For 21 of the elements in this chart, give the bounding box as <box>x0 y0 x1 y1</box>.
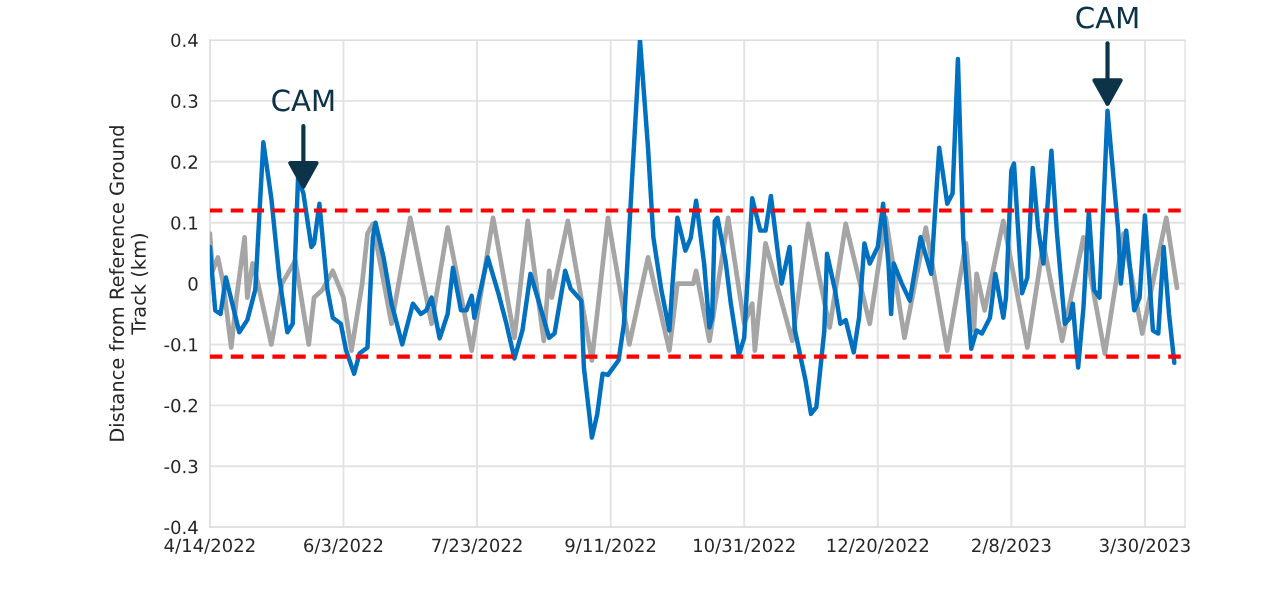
line-series <box>209 40 1177 440</box>
x-tick-label: 2/8/2023 <box>972 538 1051 554</box>
y-tick-label: 0.4 <box>171 33 198 48</box>
x-tick-label: 10/31/2022 <box>694 538 795 554</box>
x-tick-label: 12/20/2022 <box>827 538 928 554</box>
x-tick-label: 6/3/2022 <box>304 538 383 554</box>
y-tick-label: 0.3 <box>171 94 198 109</box>
y-axis-title: Distance from Reference Ground Track (km) <box>109 126 149 441</box>
x-tick-label: 7/23/2022 <box>432 538 522 554</box>
y-tick-label: 0.2 <box>171 155 197 169</box>
x-tick-label: 3/30/2023 <box>1100 538 1190 554</box>
y-tick-label: 0.1 <box>171 216 198 230</box>
annotation: CAM <box>1076 6 1138 29</box>
x-tick-label: 9/11/2022 <box>565 538 656 554</box>
y-tick-label: 0 <box>188 277 198 291</box>
y-tick-label: -0.1 <box>164 337 198 352</box>
y-tick-label: -0.4 <box>164 520 198 535</box>
y-tick-label: -0.3 <box>164 459 198 474</box>
y-tick-label: -0.2 <box>164 398 197 413</box>
annotation: CAM <box>272 89 334 112</box>
x-tick-label: 4/14/2022 <box>164 538 255 554</box>
